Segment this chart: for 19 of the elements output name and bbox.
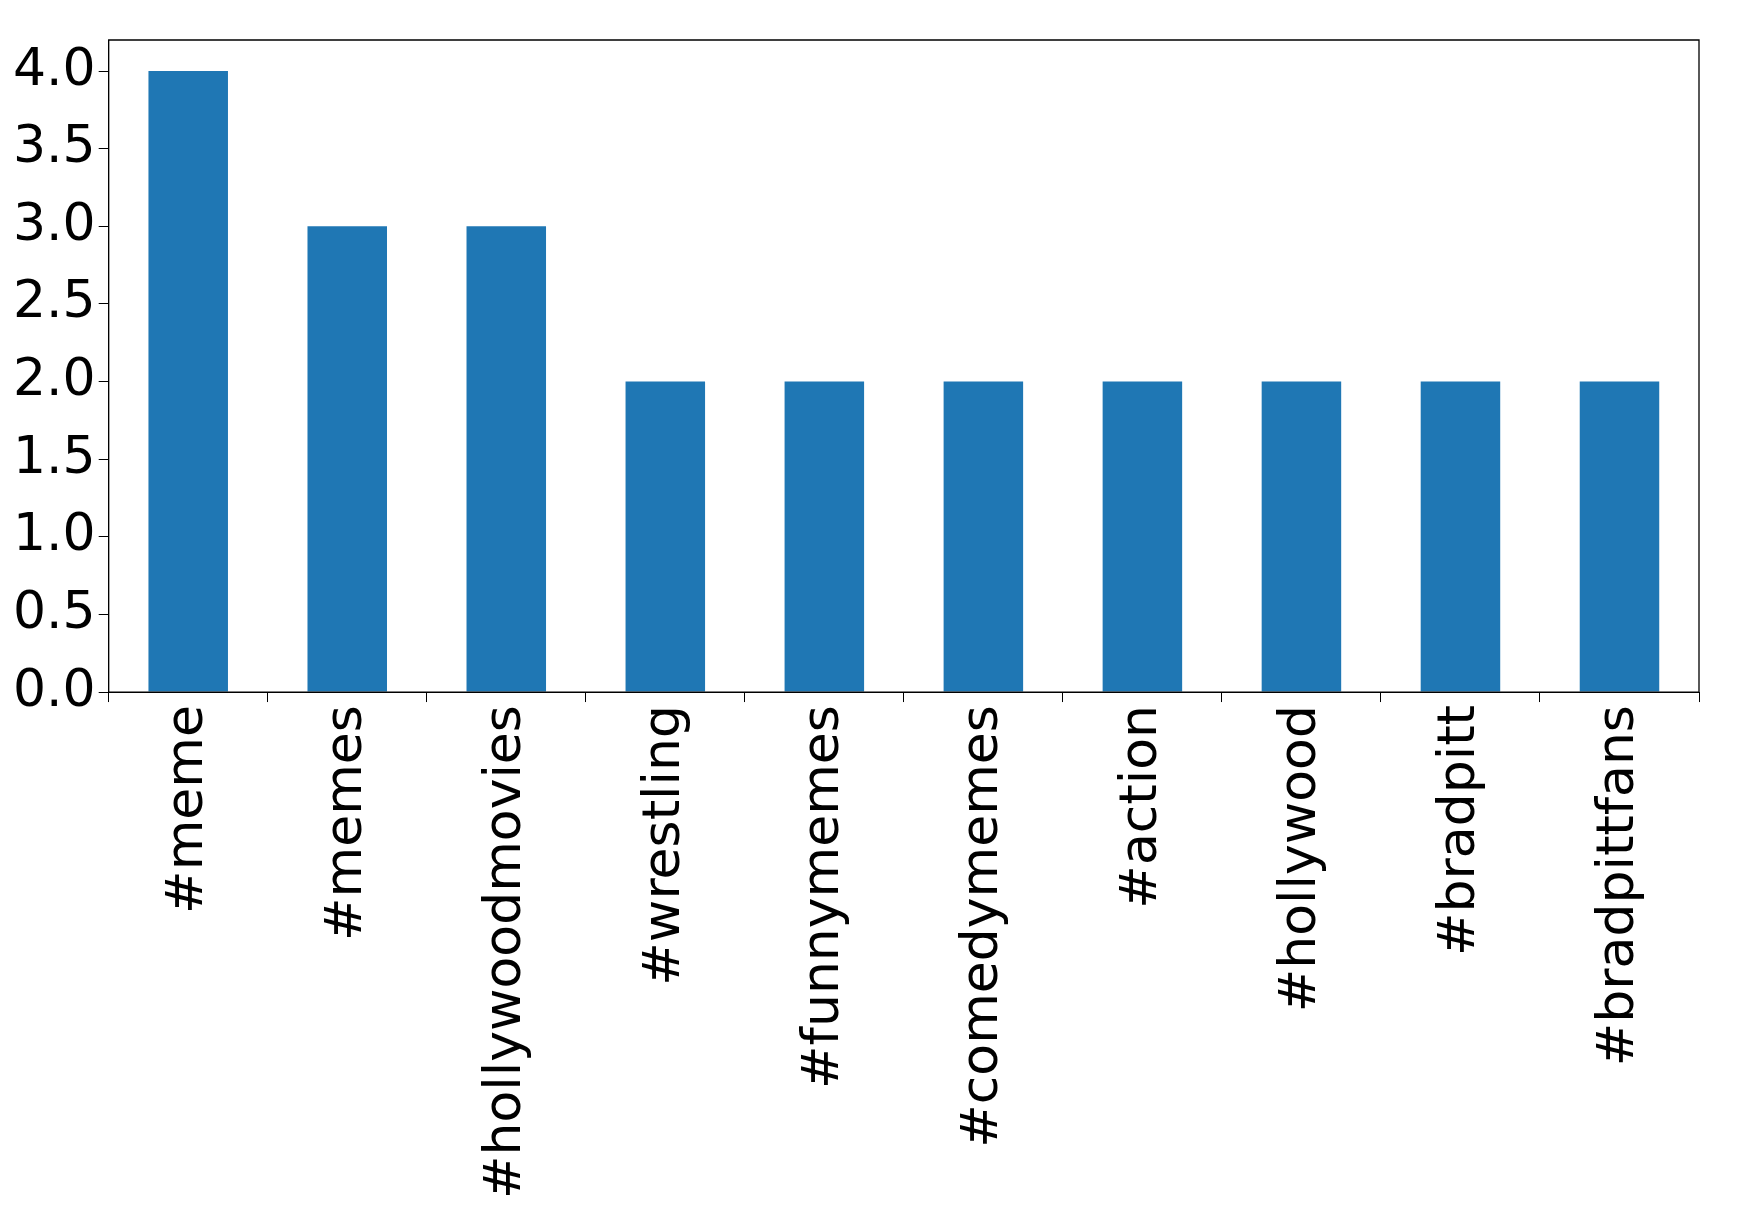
x-tick-label: #hollywood <box>1266 705 1327 1013</box>
x-tick-label: #memes <box>312 705 373 942</box>
y-tick-label: 1.0 <box>12 502 96 563</box>
y-tick-label: 3.0 <box>12 191 96 252</box>
y-tick-label: 0.0 <box>12 657 96 718</box>
y-tick-label: 2.5 <box>12 269 96 330</box>
y-tick-label: 0.5 <box>12 579 96 640</box>
x-tick-label: #meme <box>153 705 214 914</box>
x-tick-label: #action <box>1107 705 1168 909</box>
x-tick-label: #hollywoodmovies <box>471 705 532 1199</box>
x-tick-label: #bradpittfans <box>1585 705 1645 1067</box>
y-tick-label: 4.0 <box>12 36 96 97</box>
y-tick-label: 2.0 <box>12 347 96 408</box>
y-tick-label: 3.5 <box>12 114 96 175</box>
x-tick-label: #comedymemes <box>948 705 1009 1148</box>
x-tick-label: #wrestling <box>630 705 691 986</box>
x-tick-label: #bradpitt <box>1425 705 1486 957</box>
x-tick-label: #funnymemes <box>789 705 850 1089</box>
y-tick-label: 1.5 <box>12 424 96 485</box>
